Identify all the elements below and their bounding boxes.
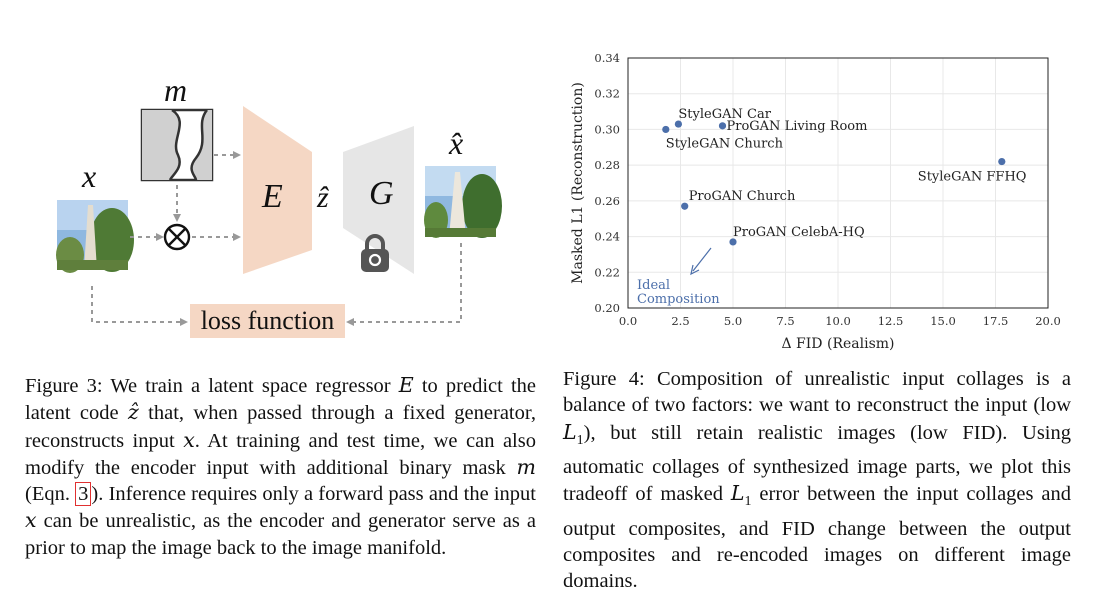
caption-text: Composition of unrealistic input collage…	[563, 368, 1071, 417]
caption-text: We train a latent space regressor	[102, 375, 399, 397]
subscript-1: 1	[744, 494, 752, 510]
x-tick-label: 7.5	[776, 314, 794, 328]
x-tick-label: 0.0	[619, 314, 637, 328]
var-l: L	[563, 419, 577, 444]
input-x-label: x	[82, 158, 97, 194]
y-tick-label: 0.26	[594, 194, 620, 208]
var-z-hat: ẑ	[127, 400, 139, 425]
x-tick-label: 17.5	[983, 314, 1009, 328]
figure-4-caption: Figure 4: Composition of unrealistic inp…	[563, 366, 1071, 595]
y-tick-label: 0.22	[594, 265, 620, 279]
data-point-label: StyleGAN Car	[678, 107, 771, 122]
caption-text: (Eqn.	[25, 483, 76, 506]
data-point-label: ProGAN Living Room	[727, 119, 868, 134]
loss-function-label: loss function	[200, 306, 335, 335]
x-axis-ticks: 0.0 2.5 5.0 7.5 10.0 12.5 15.0 17.5 20.0	[619, 314, 1061, 328]
y-axis-label: Masked L1 (Reconstruction)	[570, 82, 586, 284]
caption-text: ), but still retain realistic images (lo…	[563, 421, 1071, 506]
encoder-label: E	[262, 178, 283, 215]
data-point	[729, 238, 737, 246]
y-axis-ticks: 0.20 0.22 0.24 0.26 0.28 0.30 0.32 0.34	[594, 51, 620, 315]
y-tick-label: 0.20	[594, 301, 620, 315]
encoder-block	[243, 106, 312, 274]
figure-3-diagram: x m x̂ E G ẑ loss function	[0, 0, 560, 350]
generator-block	[343, 126, 414, 274]
output-church-photo	[424, 166, 502, 238]
var-x: x	[183, 427, 195, 452]
data-point	[674, 120, 682, 128]
diagram-arrows	[91, 154, 462, 323]
var-e: E	[398, 373, 414, 397]
output-x-hat-label: x̂	[449, 125, 464, 161]
x-tick-label: 5.0	[724, 314, 742, 328]
caption-text: . At training and test time, we can also…	[25, 429, 536, 479]
mask-m-label: m	[164, 72, 188, 108]
figure-4-chart: 0.0 2.5 5.0 7.5 10.0 12.5 15.0 17.5 20.0 0.20 0.2…	[560, 40, 1080, 360]
data-point	[681, 202, 689, 210]
x-tick-label: 15.0	[930, 314, 956, 328]
x-tick-label: 20.0	[1035, 314, 1061, 328]
data-point-label: StyleGAN FFHQ	[918, 170, 1027, 185]
data-point-label: ProGAN Church	[689, 189, 796, 204]
caption-text: error between the input collages and out…	[563, 483, 1072, 593]
loss-function-box	[190, 304, 345, 338]
data-points	[662, 120, 1006, 246]
multiply-symbol	[163, 223, 191, 251]
figure-3-label: Figure 3:	[25, 375, 103, 397]
figure-4-label: Figure 4:	[563, 368, 645, 390]
y-tick-label: 0.32	[594, 87, 620, 101]
var-x: x	[25, 508, 37, 533]
scatter-chart-svg: 0.0 2.5 5.0 7.5 10.0 12.5 15.0 17.5 20.0 0.200.2…	[570, 51, 1061, 352]
y-tick-label: 0.34	[594, 51, 620, 65]
data-point	[718, 122, 727, 130]
data-point-label: ProGAN CelebA-HQ	[733, 225, 865, 240]
x-tick-label: 2.5	[671, 314, 689, 328]
arrow-heads	[156, 151, 354, 326]
var-l: L	[730, 481, 745, 506]
caption-text: can be unrealistic, as the encoder and g…	[25, 510, 536, 559]
subscript-1: 1	[576, 432, 584, 448]
ideal-composition-label-line2: Composition	[637, 292, 720, 307]
y-tick-label: 0.24	[594, 230, 620, 244]
ideal-composition-arrow	[692, 247, 712, 272]
ideal-composition-label-line1: Ideal	[637, 278, 670, 293]
caption-text: ). Inference requires only a forward pas…	[91, 483, 536, 506]
caption-text: that, when passed through a fixed genera…	[25, 402, 536, 452]
diagram-canvas	[56, 106, 502, 338]
x-axis-label: Δ FID (Realism)	[782, 336, 895, 352]
mask-image	[140, 108, 214, 182]
x-tick-label: 12.5	[878, 314, 904, 328]
input-church-photo	[56, 200, 134, 273]
plot-frame	[627, 57, 1049, 309]
caption-text: to predict the latent code	[25, 375, 537, 425]
latent-z-hat-label: ẑ	[317, 181, 329, 214]
y-tick-label: 0.28	[594, 158, 620, 172]
figure-3-caption: Figure 3: We train a latent space regres…	[25, 372, 536, 561]
y-tick-label: 0.30	[594, 122, 620, 136]
x-tick-label: 10.0	[825, 314, 851, 328]
point-labels: StyleGAN Car StyleGAN Church ProGAN Living…	[666, 107, 1027, 240]
var-m: m	[516, 454, 536, 479]
data-point-label: StyleGAN Church	[666, 136, 784, 151]
generator-label: G	[369, 175, 394, 212]
lock-icon	[361, 234, 389, 272]
ideal-composition-arrowhead	[690, 264, 700, 276]
equation-reference-link[interactable]: 3	[75, 482, 92, 507]
data-point	[662, 125, 670, 134]
data-point	[998, 157, 1006, 166]
